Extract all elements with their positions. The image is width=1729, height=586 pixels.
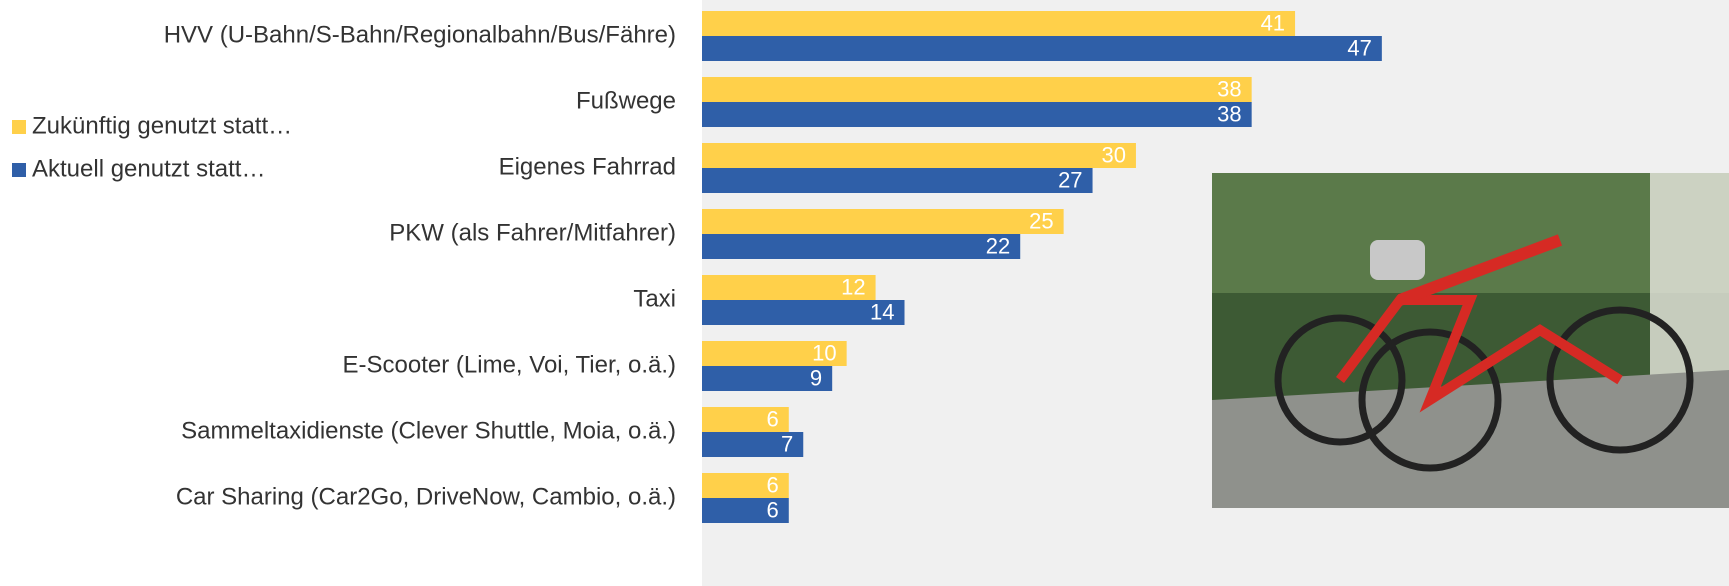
- value-label: 41: [1261, 10, 1285, 35]
- photo-seat: [1370, 240, 1425, 280]
- bar: [702, 36, 1382, 61]
- category-label: PKW (als Fahrer/Mitfahrer): [389, 219, 676, 246]
- value-label: 14: [870, 299, 894, 324]
- value-label: 27: [1058, 167, 1082, 192]
- category-label: HVV (U-Bahn/S-Bahn/Regionalbahn/Bus/Fähr…: [164, 21, 676, 48]
- value-label: 25: [1029, 208, 1053, 233]
- value-label: 38: [1217, 76, 1241, 101]
- bar: [702, 209, 1064, 234]
- bar: [702, 168, 1093, 193]
- category-label: Taxi: [633, 285, 676, 312]
- value-label: 22: [986, 233, 1010, 258]
- bar: [702, 234, 1020, 259]
- value-label: 6: [767, 472, 779, 497]
- category-label: Sammeltaxidienste (Clever Shuttle, Moia,…: [181, 417, 676, 444]
- bar: [702, 102, 1252, 127]
- bar: [702, 77, 1252, 102]
- photo: [1212, 173, 1729, 508]
- value-label: 6: [767, 406, 779, 431]
- category-label: Eigenes Fahrrad: [499, 153, 676, 180]
- bar: [702, 11, 1295, 36]
- legend-swatch: [12, 163, 26, 177]
- legend-swatch: [12, 120, 26, 134]
- chart: 414738383027252212141096766 HVV (U-Bahn/…: [0, 0, 1729, 586]
- value-label: 12: [841, 274, 865, 299]
- category-label: Fußwege: [576, 87, 676, 114]
- legend-label: Aktuell genutzt statt…: [32, 155, 265, 182]
- value-label: 7: [781, 431, 793, 456]
- value-label: 38: [1217, 101, 1241, 126]
- value-label: 6: [767, 497, 779, 522]
- legend-label: Zukünftig genutzt statt…: [32, 112, 292, 139]
- value-label: 47: [1347, 35, 1371, 60]
- category-label: Car Sharing (Car2Go, DriveNow, Cambio, o…: [176, 483, 676, 510]
- value-label: 30: [1101, 142, 1125, 167]
- value-label: 10: [812, 340, 836, 365]
- category-label: E-Scooter (Lime, Voi, Tier, o.ä.): [343, 351, 676, 378]
- value-label: 9: [810, 365, 822, 390]
- bar: [702, 143, 1136, 168]
